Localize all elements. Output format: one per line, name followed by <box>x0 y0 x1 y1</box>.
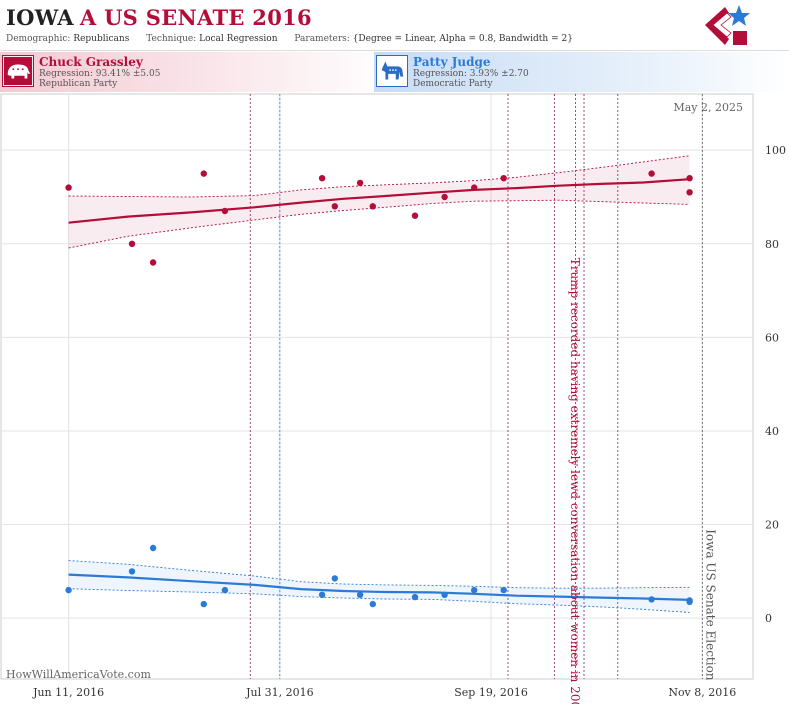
x-tick-label: Jun 11, 2016 <box>32 686 104 699</box>
trend-line <box>68 573 690 601</box>
parameters-label: Parameters: <box>294 34 350 44</box>
elephant-icon <box>2 55 34 87</box>
poll-point <box>128 240 136 247</box>
poll-point <box>149 544 157 552</box>
poll-point <box>369 600 376 608</box>
upper-bound-line <box>68 560 690 589</box>
candidate-name: Patty Judge <box>413 55 491 69</box>
plot-area <box>0 93 754 680</box>
poll-point <box>318 175 326 182</box>
lower-bound-line <box>68 199 690 249</box>
poll-point <box>356 179 364 187</box>
candidate-bar: Chuck Grassley Regression: 93.41% ±5.05 … <box>0 52 789 92</box>
event-annotation: Iowa US Senate Election <box>703 529 717 681</box>
y-axis: 0 20 40 60 80 100 <box>765 144 786 625</box>
poll-point <box>331 203 338 210</box>
poll-point <box>441 193 448 201</box>
candidate-card-grassley[interactable]: Chuck Grassley Regression: 93.41% ±5.05 … <box>0 52 394 92</box>
confidence-band <box>68 560 690 613</box>
poll-point <box>471 184 478 191</box>
lower-bound-line <box>68 588 690 613</box>
confidence-bands <box>68 155 690 613</box>
candidate-name: Chuck Grassley <box>39 55 143 69</box>
y-tick-label: 40 <box>765 425 779 438</box>
poll-point <box>369 203 376 210</box>
poll-point <box>221 586 229 594</box>
page-title: IOWA A US SENATE 2016 <box>6 5 312 30</box>
poll-point <box>200 600 207 608</box>
donkey-icon <box>376 55 408 87</box>
y-tick-label: 20 <box>765 519 779 532</box>
poll-point <box>686 189 693 196</box>
candidate-party: Republican Party <box>39 79 118 89</box>
demographic-label: Demographic: <box>6 34 71 44</box>
x-tick-label: Jul 31, 2016 <box>245 686 314 699</box>
poll-point <box>149 259 157 266</box>
candidate-regression: Regression: 3.93% ±2.70 <box>413 69 529 79</box>
poll-point <box>500 586 507 594</box>
candidate-party: Democratic Party <box>413 79 493 89</box>
parameters-value: {Degree = Linear, Alpha = 0.8, Bandwidth… <box>352 34 573 44</box>
state-name: IOWA <box>6 5 74 30</box>
event-annotation: Trump recorded having extremely lewd con… <box>568 258 582 704</box>
x-tick-label: Nov 8, 2016 <box>668 686 736 699</box>
poll-point <box>648 596 655 603</box>
poll-point <box>128 568 136 575</box>
candidate-regression: Regression: 93.41% ±5.05 <box>39 69 161 79</box>
technique-value: Local Regression <box>199 34 278 44</box>
poll-point <box>331 575 338 582</box>
y-tick-label: 60 <box>765 331 779 344</box>
poll-point <box>356 591 364 598</box>
poll-point <box>686 598 693 605</box>
x-tick-label: Sep 19, 2016 <box>454 686 528 699</box>
trend-lines <box>68 178 690 601</box>
x-axis: Jun 11, 2016 Jul 31, 2016 Sep 19, 2016 Nov … <box>32 686 736 699</box>
date-label: May 2, 2025 <box>673 101 743 114</box>
chart-header: IOWA A US SENATE 2016 Demographic: Republ… <box>0 0 789 51</box>
poll-point <box>500 175 507 182</box>
event-annotations: Trump recorded having extremely lewd con… <box>568 258 717 704</box>
poll-point <box>648 170 655 177</box>
site-logo-icon[interactable] <box>703 3 751 47</box>
poll-point <box>200 170 207 177</box>
poll-point <box>471 586 478 594</box>
technique-label: Technique: <box>146 34 197 44</box>
poll-point <box>411 212 419 219</box>
upper-bound-line <box>68 155 690 198</box>
y-tick-label: 100 <box>765 144 786 157</box>
watermark: HowWillAmericaVote.com <box>6 668 151 681</box>
poll-point <box>318 591 326 598</box>
poll-point <box>65 586 72 594</box>
y-tick-label: 0 <box>765 612 772 625</box>
poll-point <box>441 591 448 598</box>
poll-point <box>221 207 229 215</box>
subtitle: Demographic: Republicans Technique: Loca… <box>6 34 573 44</box>
poll-point <box>65 184 72 191</box>
candidate-card-judge[interactable]: Patty Judge Regression: 3.93% ±2.70 Demo… <box>374 52 789 92</box>
event-lines <box>249 94 703 679</box>
y-tick-label: 80 <box>765 238 779 251</box>
poll-points <box>65 170 693 608</box>
poll-chart: Trump recorded having extremely lewd con… <box>0 93 786 704</box>
race-name: A US SENATE 2016 <box>79 5 312 30</box>
trend-line <box>68 178 690 224</box>
poll-point <box>686 175 693 182</box>
poll-point <box>411 593 419 601</box>
demographic-value: Republicans <box>73 34 130 44</box>
confidence-band <box>68 155 690 248</box>
